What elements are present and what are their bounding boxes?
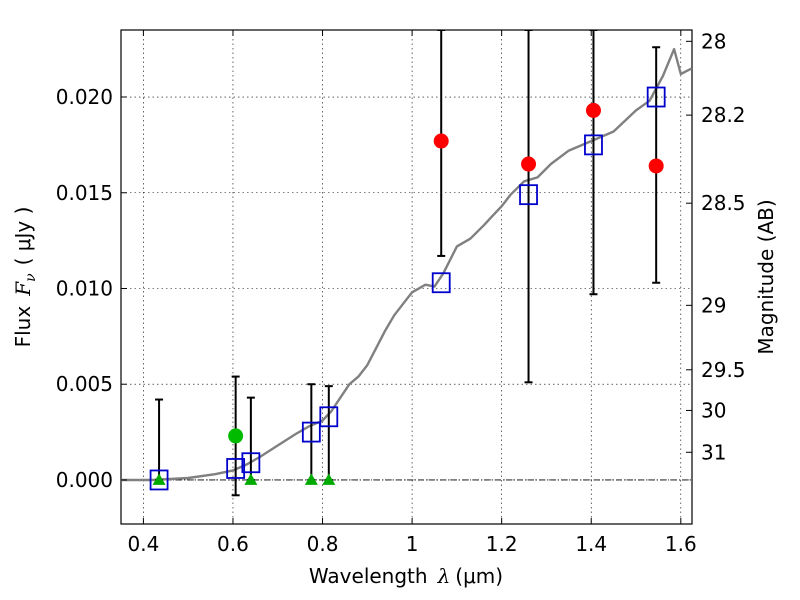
y2-tick-label: 29 bbox=[701, 293, 726, 317]
data-point-circle bbox=[585, 102, 601, 118]
x-axis-label-unit: (μm) bbox=[455, 564, 503, 588]
data-marks bbox=[121, 30, 692, 497]
data-point-circle bbox=[433, 133, 449, 149]
data-point-circle bbox=[648, 158, 664, 174]
x-tick-label: 1.4 bbox=[575, 532, 607, 556]
y2-tick-label: 28 bbox=[701, 29, 726, 53]
y-axis-label-unit: ( μJy ) bbox=[11, 207, 35, 266]
model-photometry-square bbox=[319, 406, 339, 428]
y2-tick-label: 30 bbox=[701, 398, 726, 422]
x-axis-label-text: Wavelength bbox=[309, 564, 428, 588]
model-spectrum-line bbox=[121, 47, 692, 482]
data-point-triangle bbox=[244, 473, 258, 485]
y2-tick-label: 29.5 bbox=[701, 358, 746, 382]
x-tick-label: 1.6 bbox=[665, 532, 697, 556]
model-photometry-square bbox=[226, 458, 246, 479]
data-point-triangle bbox=[322, 473, 336, 485]
y-axis-label: Flux Fν ( μJy ) bbox=[11, 207, 39, 348]
y2-tick-label: 31 bbox=[701, 440, 726, 464]
y-tick-label: 0.015 bbox=[56, 181, 113, 205]
y-tick-label: 0.005 bbox=[56, 372, 113, 396]
y-axis-label-text: Flux bbox=[11, 306, 35, 348]
data-point-triangle bbox=[152, 473, 166, 485]
data-point-circle bbox=[521, 156, 537, 172]
model-photometry-square bbox=[149, 469, 169, 491]
x-tick-label: 0.4 bbox=[127, 532, 159, 556]
model-photometry-square bbox=[241, 452, 261, 474]
plot-frame bbox=[120, 29, 693, 525]
model-photometry-square bbox=[646, 86, 666, 108]
x-axis-label-symbol: λ bbox=[437, 564, 451, 588]
y2-tick-label: 28.2 bbox=[701, 103, 746, 127]
model-photometry-square bbox=[584, 134, 603, 156]
axis-ticks: 0.4 0.6 0.8 1 1.2 1.4 1.6 0.000 0.005 0.010 0.015 0… bbox=[56, 29, 746, 556]
data-point-triangle bbox=[304, 473, 318, 485]
y-axis-label-subscript: ν bbox=[23, 273, 39, 282]
y2-axis-label: Magnitude (AB) bbox=[754, 199, 778, 354]
x-tick-label: 0.6 bbox=[217, 532, 249, 556]
x-tick-label: 1.2 bbox=[486, 532, 518, 556]
data-point-circle bbox=[228, 428, 244, 444]
y-tick-label: 0.010 bbox=[56, 276, 113, 300]
x-axis-label: Wavelength λ (μm) bbox=[309, 564, 503, 588]
y-tick-label: 0.000 bbox=[56, 468, 113, 492]
model-photometry-square bbox=[431, 272, 451, 294]
model-photometry-square bbox=[301, 421, 321, 443]
y-tick-label: 0.020 bbox=[56, 85, 113, 109]
x-tick-label: 1 bbox=[406, 532, 419, 556]
y2-tick-label: 28.5 bbox=[701, 191, 746, 215]
grid bbox=[121, 30, 692, 524]
y-axis-label-symbol: F bbox=[11, 281, 35, 297]
x-tick-label: 0.8 bbox=[307, 532, 339, 556]
model-photometry-square bbox=[519, 184, 538, 206]
